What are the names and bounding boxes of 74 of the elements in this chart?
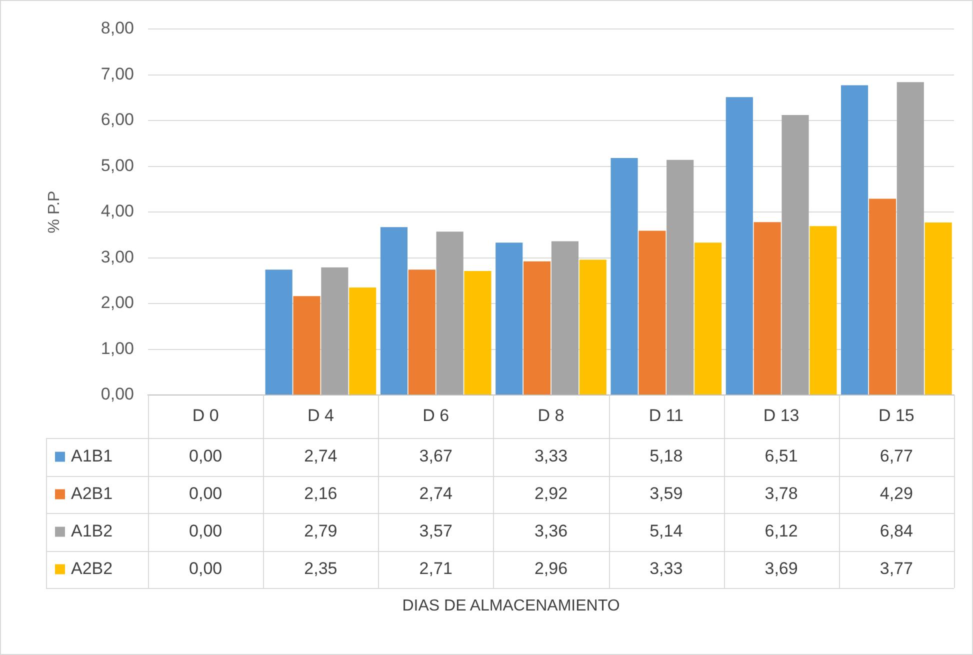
bar — [380, 227, 408, 394]
x-tick-label: D 4 — [307, 406, 334, 426]
x-tick-label: D 15 — [878, 406, 914, 426]
data-label: 3,69 — [764, 558, 798, 578]
data-label: 0,00 — [189, 484, 222, 503]
y-tick-label: 2,00 — [100, 293, 134, 312]
data-label: 6,77 — [880, 446, 913, 466]
data-label: 2,79 — [304, 521, 338, 540]
y-tick-label: 7,00 — [100, 64, 134, 84]
data-label: 2,96 — [534, 558, 568, 578]
data-label: 6,51 — [764, 446, 798, 466]
y-tick-label: 6,00 — [100, 110, 134, 130]
bar — [810, 226, 837, 394]
bar — [523, 261, 551, 394]
data-label: 3,33 — [650, 558, 683, 578]
bar — [782, 115, 809, 394]
data-label: 3,57 — [419, 521, 452, 540]
x-tick-label: D 11 — [648, 406, 684, 426]
bar — [754, 222, 781, 394]
data-label: 6,84 — [880, 521, 913, 540]
data-label: 3,67 — [419, 446, 452, 466]
x-tick-label: D 8 — [538, 406, 564, 426]
y-tick-label: 1,00 — [100, 338, 134, 358]
text: DIAS DE ALMACENAMIENTO — [402, 597, 620, 614]
y-tick-label: 4,00 — [100, 202, 134, 221]
data-label: 5,18 — [650, 446, 683, 466]
bar — [408, 270, 436, 394]
legend-label: A2B2 — [71, 558, 113, 578]
data-label: 3,59 — [650, 484, 683, 503]
bar — [638, 230, 666, 394]
x-tick-label: D 6 — [422, 406, 450, 426]
data-label: 2,74 — [304, 446, 338, 466]
data-label: 6,12 — [764, 521, 798, 540]
data-label: 0,00 — [189, 521, 222, 540]
legend-label: A1B1 — [71, 446, 113, 466]
y-tick-label: 3,00 — [100, 247, 134, 266]
x-tick-label: D 0 — [192, 406, 219, 426]
bar — [321, 267, 348, 394]
data-label: 2,92 — [534, 484, 568, 503]
bar — [896, 82, 924, 394]
bar — [551, 241, 579, 394]
data-label: 5,14 — [650, 521, 683, 540]
bar — [293, 296, 320, 394]
bar — [349, 287, 376, 394]
bar — [496, 242, 523, 394]
data-label: 3,36 — [534, 521, 568, 540]
bar — [610, 158, 638, 394]
y-axis-title: % P.P — [46, 190, 64, 234]
data-label: 2,16 — [304, 484, 338, 503]
legend-label: A1B2 — [71, 521, 113, 540]
bar — [841, 85, 868, 394]
bar — [924, 222, 952, 394]
data-label: 0,00 — [189, 558, 222, 578]
y-tick-label: 8,00 — [100, 18, 134, 38]
data-label: 2,71 — [419, 558, 452, 578]
data-label: 2,74 — [419, 484, 452, 503]
bar — [579, 260, 606, 394]
legend-label: A2B1 — [71, 484, 113, 503]
data-label: 4,29 — [880, 484, 913, 503]
data-label: 0,00 — [189, 446, 222, 466]
y-tick-label: 5,00 — [100, 156, 134, 175]
y-tick-label: 0,00 — [100, 384, 134, 404]
data-label: 2,35 — [304, 558, 338, 578]
bar — [265, 270, 292, 394]
bar — [726, 97, 753, 394]
bar — [666, 160, 694, 394]
bar — [436, 232, 464, 394]
x-tick-label: D 13 — [763, 406, 800, 426]
data-label: 3,77 — [880, 558, 913, 578]
bar — [868, 198, 896, 394]
bar — [694, 242, 722, 394]
bar — [464, 271, 492, 394]
data-label: 3,78 — [764, 484, 798, 503]
data-label: 3,33 — [534, 446, 568, 466]
